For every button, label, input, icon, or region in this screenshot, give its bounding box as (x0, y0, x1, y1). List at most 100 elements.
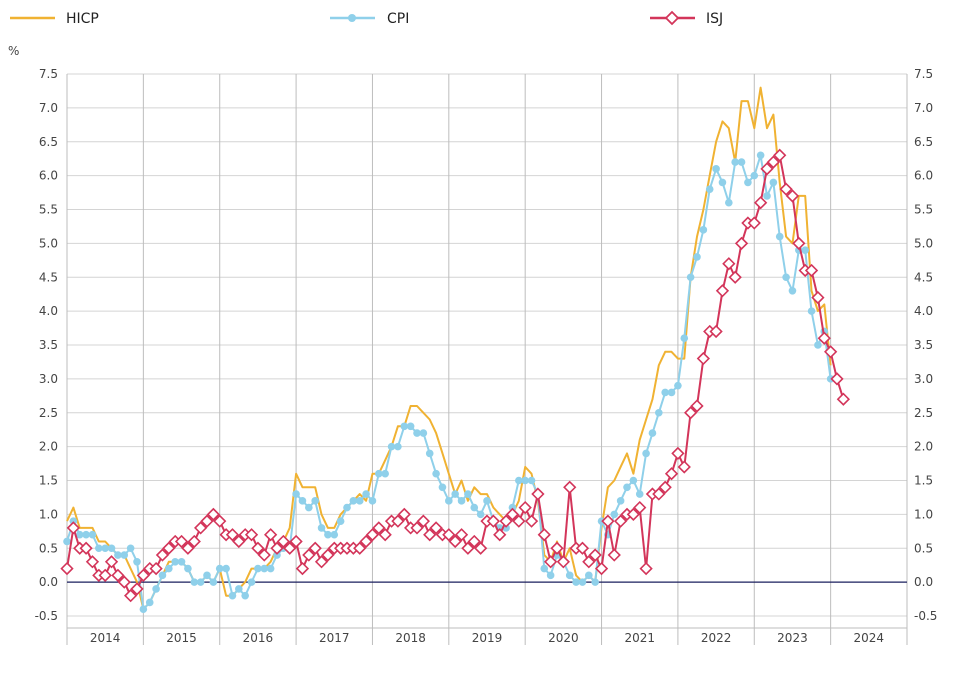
data-point-cpi (215, 564, 224, 573)
data-point-cpi (152, 585, 160, 593)
data-point-cpi (177, 558, 186, 566)
data-point-cpi (667, 388, 676, 397)
x-tick-label: 2024 (854, 631, 885, 645)
y-tick-label-left: 3.0 (39, 372, 58, 386)
legend-item-cpi[interactable]: CPI (330, 11, 409, 27)
data-point-cpi (190, 578, 199, 586)
data-point-isj (454, 528, 469, 542)
data-point-cpi (273, 551, 281, 559)
legend: HICP CPI ISJ (10, 10, 723, 27)
data-point-cpi (565, 571, 574, 580)
x-tick-label: 2015 (166, 631, 197, 645)
data-point-cpi (508, 503, 517, 512)
x-tick-label: 2016 (243, 631, 274, 645)
data-point-isj (575, 541, 590, 555)
data-point-cpi (718, 178, 727, 187)
data-point-cpi (750, 171, 759, 180)
data-point-isj (709, 324, 723, 339)
data-point-cpi (756, 151, 765, 160)
data-point-isj (79, 541, 93, 555)
data-point-cpi (362, 490, 370, 498)
data-point-isj (499, 514, 513, 528)
data-point-cpi (203, 571, 211, 580)
data-point-isj (766, 155, 780, 169)
y-tick-label-right: 0.5 (914, 541, 933, 555)
data-point-isj (85, 555, 100, 569)
data-point-cpi (712, 165, 720, 173)
data-point-cpi (744, 178, 752, 187)
y-tick-label-right: 7.0 (914, 101, 933, 115)
data-point-cpi (305, 503, 313, 512)
data-point-isj (524, 514, 539, 528)
y-tick-label-right: 6.5 (914, 135, 933, 149)
data-point-isj (264, 528, 278, 542)
data-point-isj (225, 528, 240, 542)
y-tick-label-right: 3.5 (914, 338, 933, 352)
data-point-cpi (75, 530, 84, 539)
data-point-cpi (368, 497, 377, 505)
data-point-cpi (807, 307, 816, 315)
legend-label-isj: ISJ (706, 11, 723, 27)
data-point-cpi (196, 578, 205, 586)
data-point-isj (754, 196, 768, 210)
data-point-cpi (184, 564, 192, 573)
data-point-cpi (165, 564, 173, 573)
data-point-cpi (381, 469, 389, 478)
series-group (60, 86, 850, 614)
data-point-cpi (572, 578, 580, 586)
data-point-cpi (260, 564, 269, 573)
data-point-isj (734, 236, 749, 251)
data-point-cpi (228, 591, 237, 600)
data-point-isj (811, 290, 825, 305)
legend-marker-cpi (348, 14, 356, 22)
y-tick-label-left: 7.5 (39, 67, 58, 81)
data-point-cpi (769, 178, 778, 187)
data-point-cpi (642, 449, 650, 458)
y-tick-label-left: 0.0 (39, 575, 58, 589)
data-point-isj (397, 507, 411, 522)
data-point-isj (111, 568, 125, 582)
data-point-isj (486, 514, 500, 528)
data-point-cpi (419, 429, 428, 437)
legend-item-hicp[interactable]: HICP (10, 11, 99, 27)
series-cpi (63, 151, 835, 614)
data-point-cpi (635, 490, 644, 498)
data-point-cpi (387, 442, 396, 451)
data-point-isj (614, 514, 628, 528)
data-point-isj (518, 500, 532, 515)
legend-item-isj[interactable]: ISJ (650, 10, 723, 27)
data-point-cpi (120, 551, 129, 559)
data-point-cpi (63, 537, 71, 546)
y-tick-label-left: 7.0 (39, 101, 58, 115)
x-tick-label: 2022 (701, 631, 732, 645)
data-point-cpi (788, 287, 797, 295)
data-point-cpi (763, 192, 771, 200)
data-point-cpi (235, 585, 243, 593)
data-point-cpi (311, 497, 319, 505)
data-point-cpi (95, 544, 103, 553)
data-point-cpi (699, 226, 708, 234)
data-point-isj (302, 548, 316, 562)
y-tick-label-right: 4.0 (914, 304, 933, 318)
y-tick-label-left: 6.0 (39, 169, 58, 183)
data-point-cpi (114, 551, 122, 559)
y-tick-label-left: 2.0 (39, 440, 58, 454)
data-point-isj (353, 541, 367, 555)
data-point-isj (136, 568, 150, 582)
data-point-isj (601, 514, 615, 528)
data-point-cpi (515, 476, 523, 485)
data-point-isj (429, 521, 443, 535)
data-point-cpi (266, 564, 275, 573)
y-tick-label-right: 1.0 (914, 507, 933, 521)
data-point-cpi (349, 497, 358, 505)
data-point-cpi (107, 544, 116, 553)
y-tick-label-right: 1.5 (914, 474, 933, 488)
data-point-isj (677, 460, 691, 474)
data-point-cpi (139, 605, 148, 614)
y-tick-label-left: 5.0 (39, 236, 58, 250)
data-point-isj (747, 216, 761, 230)
data-point-isj (760, 162, 774, 176)
data-point-cpi (585, 571, 593, 580)
data-point-cpi (470, 503, 479, 512)
